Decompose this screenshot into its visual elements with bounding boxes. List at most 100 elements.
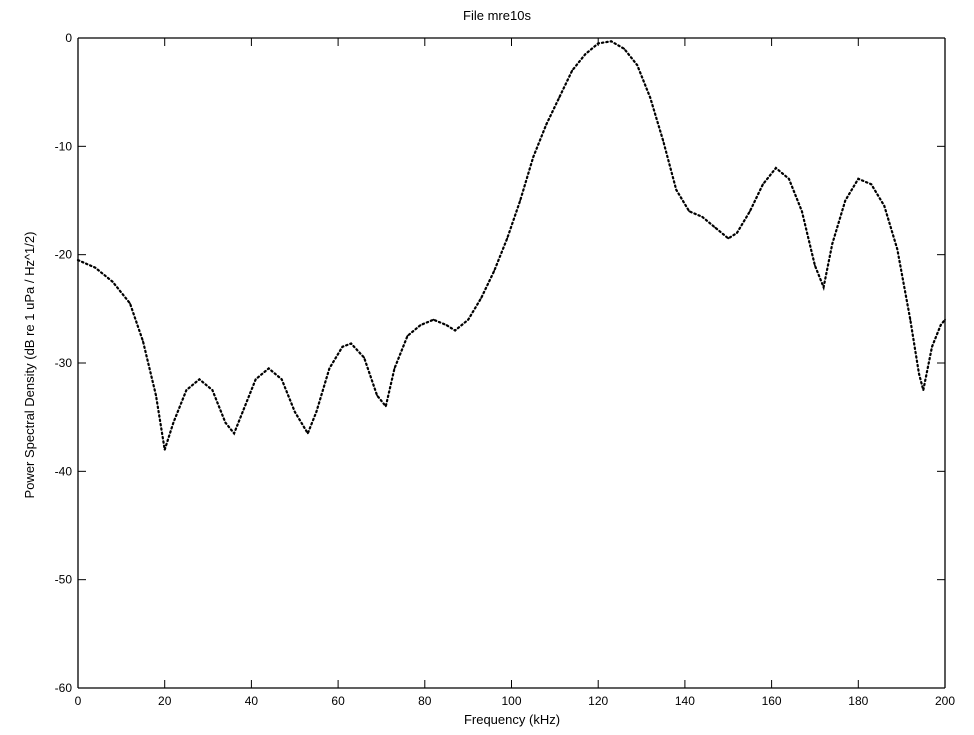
- data-point: [94, 266, 97, 269]
- data-point: [788, 177, 790, 180]
- data-point: [931, 345, 933, 348]
- y-tick-label: -20: [55, 248, 73, 262]
- data-point: [376, 394, 378, 397]
- data-point: [185, 389, 188, 391]
- y-tick-label: -10: [55, 139, 73, 153]
- data-point: [419, 324, 422, 326]
- data-point: [384, 405, 387, 408]
- data-point: [328, 367, 331, 370]
- data-point: [939, 324, 942, 326]
- data-point: [610, 40, 613, 43]
- data-point: [142, 340, 144, 343]
- data-point: [844, 199, 847, 202]
- x-tick-label: 180: [848, 694, 868, 708]
- data-point: [480, 297, 483, 299]
- data-point: [883, 205, 886, 207]
- data-point: [571, 69, 574, 72]
- data-point: [506, 237, 509, 240]
- data-point: [775, 167, 777, 169]
- data-point: [909, 318, 912, 321]
- data-point: [822, 286, 825, 289]
- data-point: [406, 335, 409, 337]
- x-tick-label: 120: [588, 694, 608, 708]
- data-point: [519, 199, 522, 202]
- x-tick-label: 40: [245, 694, 259, 708]
- data-point: [896, 248, 899, 251]
- data-point: [558, 96, 561, 99]
- data-point: [77, 259, 79, 261]
- data-point: [241, 410, 244, 413]
- data-point: [163, 448, 166, 451]
- data-point: [129, 302, 131, 305]
- x-tick-label: 100: [501, 694, 521, 708]
- data-point: [944, 318, 946, 321]
- x-tick-labels: 0 20 40 60 80 100 120 140 160 180 200: [75, 694, 956, 708]
- data-point: [636, 64, 639, 66]
- data-point: [467, 318, 470, 321]
- data-point: [293, 410, 296, 413]
- data-point: [155, 394, 157, 397]
- data-point: [545, 123, 548, 126]
- data-point: [432, 318, 435, 321]
- data-point: [341, 345, 344, 348]
- data-point: [267, 367, 270, 370]
- x-tick-label: 0: [75, 694, 82, 708]
- data-point: [922, 389, 925, 391]
- y-tick-label: -50: [55, 573, 73, 587]
- data-point: [454, 329, 456, 332]
- data-point: [597, 42, 600, 45]
- data-point: [306, 432, 309, 435]
- x-tick-label: 80: [418, 694, 432, 708]
- data-point: [393, 367, 396, 370]
- data-point: [172, 421, 175, 424]
- data-point: [649, 96, 652, 99]
- x-tick-label: 160: [762, 694, 782, 708]
- y-tick-label: -30: [55, 356, 73, 370]
- data-point: [801, 210, 803, 213]
- data-point: [870, 183, 873, 186]
- data-point: [254, 378, 257, 381]
- data-point: [623, 47, 626, 50]
- data-point: [445, 324, 448, 326]
- x-tick-label: 60: [331, 694, 345, 708]
- data-point: [662, 140, 665, 142]
- data-point: [111, 280, 114, 283]
- data-points: [77, 40, 946, 451]
- data-point: [762, 183, 764, 186]
- data-point: [315, 410, 318, 413]
- data-point: [701, 215, 704, 218]
- data-point: [363, 356, 365, 359]
- y-tick-labels: 0 -10 -20 -30 -40 -50 -60: [55, 31, 73, 695]
- data-point: [198, 378, 201, 381]
- data-point: [584, 53, 587, 56]
- data-point: [814, 264, 816, 267]
- plot-area: [78, 38, 945, 688]
- data-point: [280, 378, 283, 381]
- chart-title: File mre10s: [463, 8, 531, 23]
- data-point: [493, 270, 496, 272]
- data-point: [350, 342, 352, 345]
- data-point: [727, 237, 730, 240]
- data-point: [224, 421, 227, 424]
- y-tick-label: -40: [55, 464, 73, 478]
- data-point: [714, 226, 717, 229]
- y-tick-label: 0: [65, 31, 72, 45]
- y-tick-label: -60: [55, 681, 73, 695]
- x-axis-label: Frequency (kHz): [464, 712, 560, 727]
- data-point: [233, 432, 236, 435]
- data-point: [211, 389, 214, 391]
- data-point: [857, 177, 860, 180]
- data-point: [749, 210, 751, 213]
- data-point: [831, 242, 834, 245]
- data-point: [532, 156, 535, 159]
- tick-marks: [77, 37, 946, 689]
- x-tick-label: 200: [935, 694, 955, 708]
- x-tick-label: 140: [675, 694, 695, 708]
- data-point: [675, 188, 678, 191]
- data-point: [918, 372, 920, 375]
- data-point: [688, 210, 691, 213]
- y-axis-label: Power Spectral Density (dB re 1 uPa / Hz…: [22, 232, 37, 499]
- x-tick-label: 20: [158, 694, 172, 708]
- data-point: [736, 232, 738, 234]
